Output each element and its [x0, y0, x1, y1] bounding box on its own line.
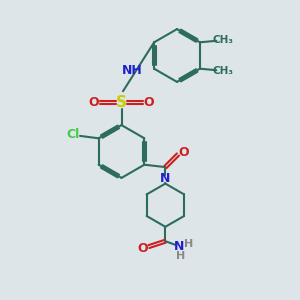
Text: Cl: Cl [66, 128, 79, 141]
Text: N: N [174, 240, 184, 254]
Text: CH₃: CH₃ [212, 66, 233, 76]
Text: H: H [176, 251, 185, 261]
Text: H: H [184, 239, 193, 249]
Text: N: N [160, 172, 171, 185]
Text: S: S [116, 95, 127, 110]
Text: CH₃: CH₃ [212, 35, 233, 45]
Text: O: O [88, 96, 99, 109]
Text: O: O [144, 96, 154, 109]
Text: O: O [137, 242, 148, 255]
Text: O: O [178, 146, 189, 159]
Text: NH: NH [122, 64, 142, 77]
